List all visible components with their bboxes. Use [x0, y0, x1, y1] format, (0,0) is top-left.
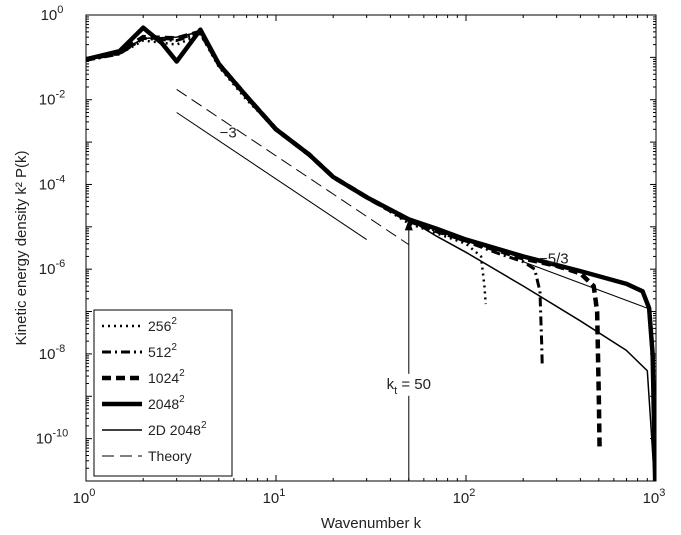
series-group: [86, 25, 656, 481]
legend-label-2: 10242: [148, 368, 185, 386]
y-tick-label-2: 10-4: [39, 173, 65, 193]
x-tick-label-0: 100: [73, 487, 96, 507]
y-tick-base: 10: [36, 431, 53, 448]
legend-label-exponent: 2: [201, 420, 207, 431]
x-tick-exponent: 1: [279, 487, 285, 499]
series-line-4: [86, 31, 656, 481]
legend-label-1: 5122: [148, 342, 177, 360]
annotation-layer: −3 −5/3 kt = 50: [176, 112, 648, 481]
x-tick-label-2: 102: [453, 487, 476, 507]
slope-label-1: −5/3: [539, 251, 569, 268]
kt-label-k: k: [387, 376, 395, 393]
kt-label-subscript: t: [394, 385, 397, 397]
y-tick-exponent: -4: [55, 173, 65, 185]
y-tick-base: 10: [39, 346, 56, 363]
kt-label-value: = 50: [397, 376, 431, 393]
legend-label-exponent: 2: [179, 368, 185, 379]
y-tick-base: 10: [39, 261, 56, 278]
slope-reference-line-1: [523, 261, 648, 309]
legend-label-exponent: 2: [171, 342, 177, 353]
legend-label-exponent: 2: [179, 394, 185, 405]
y-tick-label-3: 10-6: [39, 258, 65, 278]
series-line-5: [176, 89, 410, 246]
y-tick-exponent: 0: [57, 4, 63, 16]
kt-annotation-label: kt = 50: [387, 376, 431, 397]
y-tick-base: 10: [39, 92, 56, 109]
legend-label-base: Theory: [148, 448, 192, 464]
slope-reference-line-0: [176, 112, 367, 240]
y-tick-exponent: -2: [55, 89, 65, 101]
legend-box: [93, 309, 233, 477]
x-tick-exponent: 3: [659, 487, 665, 499]
kt-arrow-head: [404, 219, 413, 231]
plot-frame: [85, 14, 657, 482]
legend-label-base: 512: [148, 344, 172, 360]
y-tick-label-0: 100: [41, 4, 64, 24]
x-tick-base: 10: [643, 490, 660, 507]
legend-label-exponent: 2: [171, 316, 177, 327]
y-tick-exponent: -10: [52, 428, 68, 440]
x-axis-label: Wavenumber k: [321, 515, 422, 532]
x-tick-base: 10: [263, 490, 280, 507]
y-tick-label-4: 10-8: [39, 343, 65, 363]
legend-label-4: 2D 20482: [148, 420, 207, 438]
kt-label-backing: [368, 373, 449, 396]
legend-label-base: 2048: [148, 396, 179, 412]
legend-label-base: 1024: [148, 370, 179, 386]
x-tick-base: 10: [453, 490, 470, 507]
x-tick-label-1: 101: [263, 487, 286, 507]
legend-label-base: 256: [148, 318, 172, 334]
y-tick-base: 10: [39, 176, 56, 193]
x-tick-base: 10: [73, 490, 90, 507]
plot-layer: [86, 25, 656, 481]
x-tick-exponent: 2: [469, 487, 475, 499]
legend-label-base: 2D 2048: [148, 422, 201, 438]
y-tick-label-1: 10-2: [39, 89, 65, 109]
slope-label-0: −3: [220, 124, 237, 141]
legend-label-3: 20482: [148, 394, 185, 412]
legend-label-5: Theory: [148, 448, 192, 464]
y-axis-label: Kinetic energy density k² P(k): [13, 150, 30, 345]
y-tick-exponent: -6: [55, 258, 65, 270]
x-tick-label-3: 103: [643, 487, 666, 507]
y-tick-label-5: 10-10: [36, 428, 69, 448]
x-tick-exponent: 0: [89, 487, 95, 499]
y-tick-exponent: -8: [55, 343, 65, 355]
legend-label-0: 2562: [148, 316, 177, 334]
y-tick-base: 10: [41, 7, 58, 24]
